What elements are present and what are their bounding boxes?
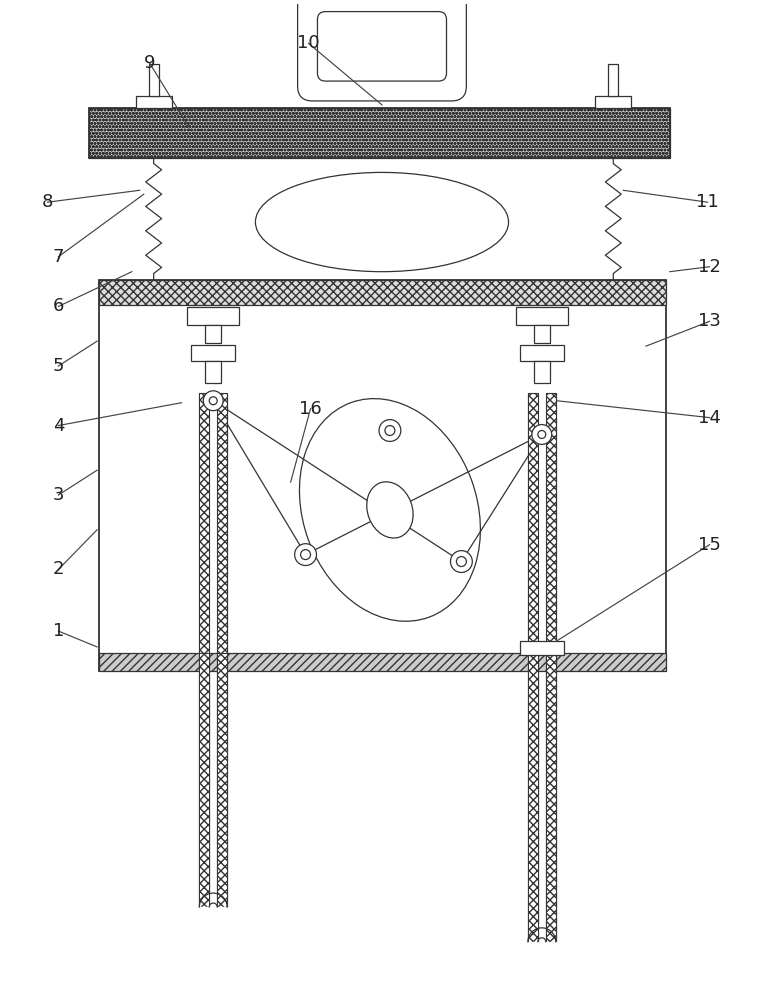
Circle shape xyxy=(295,544,316,566)
Bar xyxy=(136,96,172,108)
Ellipse shape xyxy=(299,399,480,621)
Circle shape xyxy=(379,420,401,441)
Circle shape xyxy=(451,551,472,572)
Text: 14: 14 xyxy=(698,409,721,427)
Text: 15: 15 xyxy=(698,536,721,554)
Bar xyxy=(546,653,556,942)
Text: 4: 4 xyxy=(52,417,64,435)
Bar xyxy=(217,653,227,907)
Circle shape xyxy=(204,391,223,411)
Circle shape xyxy=(532,425,552,444)
Circle shape xyxy=(385,426,395,435)
Text: 10: 10 xyxy=(297,34,320,52)
Bar xyxy=(520,345,564,361)
Bar xyxy=(188,307,239,325)
Bar xyxy=(89,108,670,158)
Ellipse shape xyxy=(255,172,508,272)
Bar xyxy=(520,641,564,655)
Bar xyxy=(99,280,666,305)
Bar xyxy=(205,361,221,383)
Circle shape xyxy=(538,431,546,438)
Text: 6: 6 xyxy=(52,297,64,315)
Bar xyxy=(534,325,549,343)
Text: 3: 3 xyxy=(52,486,64,504)
Bar xyxy=(192,345,235,361)
Bar xyxy=(595,96,631,108)
Text: 11: 11 xyxy=(696,193,719,211)
Text: 12: 12 xyxy=(698,258,721,276)
Bar xyxy=(99,653,666,671)
Bar xyxy=(149,64,159,96)
Bar xyxy=(516,307,568,325)
Circle shape xyxy=(209,397,217,405)
Bar xyxy=(199,393,209,653)
Text: 16: 16 xyxy=(299,400,322,418)
Text: 5: 5 xyxy=(52,357,64,375)
Ellipse shape xyxy=(367,482,413,538)
Bar xyxy=(199,653,209,907)
Circle shape xyxy=(457,557,467,567)
Bar xyxy=(99,280,666,671)
Bar xyxy=(205,325,221,343)
Text: 13: 13 xyxy=(698,312,721,330)
Text: 9: 9 xyxy=(144,54,156,72)
FancyBboxPatch shape xyxy=(318,12,447,81)
Circle shape xyxy=(301,550,311,560)
Text: 7: 7 xyxy=(52,248,64,266)
Text: 2: 2 xyxy=(52,560,64,578)
Bar xyxy=(528,393,538,653)
Text: 1: 1 xyxy=(52,622,64,640)
FancyBboxPatch shape xyxy=(298,0,467,101)
Bar xyxy=(608,64,618,96)
Bar xyxy=(546,393,556,653)
Bar xyxy=(534,361,549,383)
Text: 8: 8 xyxy=(42,193,53,211)
Bar xyxy=(89,108,670,158)
Bar xyxy=(528,653,538,942)
Bar xyxy=(217,393,227,653)
